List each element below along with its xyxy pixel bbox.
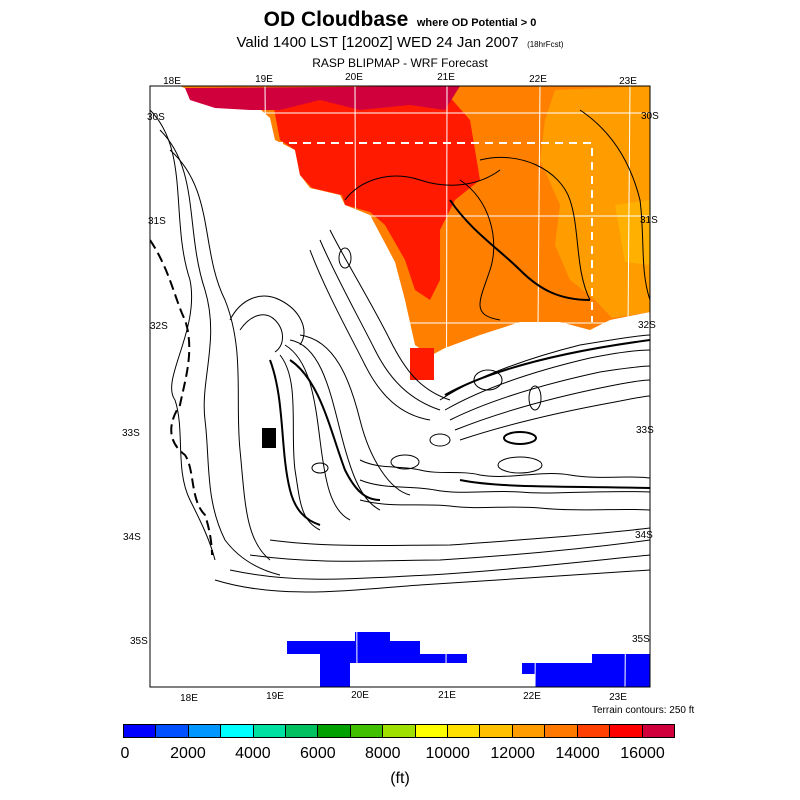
legend-swatch	[610, 725, 643, 737]
legend-label: 14000	[555, 745, 600, 762]
legend-label: 6000	[300, 745, 336, 762]
cloudbase-light-orange-region	[540, 86, 650, 318]
legend-swatch	[448, 725, 481, 737]
color-legend-bar	[123, 724, 675, 738]
left-lat-label: 34S	[123, 532, 141, 543]
top-lon-label: 21E	[437, 72, 455, 83]
legend-swatch	[318, 725, 351, 737]
legend-swatch	[156, 725, 189, 737]
bottom-lon-label: 21E	[438, 690, 456, 701]
legend-swatch	[545, 725, 578, 737]
cloudbase-crimson-region	[185, 86, 460, 110]
left-lat-label: 33S	[122, 428, 140, 439]
map-plot-area	[150, 86, 650, 687]
bottom-lon-label: 19E	[266, 691, 284, 702]
bottom-lon-label: 23E	[609, 692, 627, 703]
cloudbase-orange-patch	[410, 348, 434, 380]
left-lat-label: 35S	[130, 636, 148, 647]
bottom-lon-label: 20E	[351, 690, 369, 701]
top-lon-label: 22E	[529, 74, 547, 85]
right-lat-label: 34S	[635, 530, 653, 541]
right-lat-label: 32S	[638, 320, 656, 331]
source-line: RASP BLIPMAP - WRF Forecast	[312, 56, 488, 70]
valid-time-text: Valid 1400 LST [1200Z] WED 24 Jan 2007	[236, 34, 519, 51]
low-cloudbase-patch-southeast	[522, 654, 650, 687]
top-lon-label: 23E	[619, 76, 637, 87]
top-lon-label: 20E	[345, 72, 363, 83]
legend-label: 2000	[170, 745, 206, 762]
right-lat-label: 31S	[640, 215, 658, 226]
major-terrain-contours	[262, 199, 650, 526]
legend-swatch	[286, 725, 319, 737]
valid-time-line: Valid 1400 LST [1200Z] WED 24 Jan 2007 (…	[0, 34, 800, 52]
legend-unit: (ft)	[390, 770, 410, 787]
low-cloudbase-patch-south	[287, 632, 467, 687]
legend-swatch	[642, 725, 674, 737]
cloudbase-red-region	[270, 86, 480, 300]
bottom-lon-label: 22E	[523, 691, 541, 702]
legend-label: 16000	[620, 745, 665, 762]
legend-label: 12000	[490, 745, 535, 762]
title-text: OD Cloudbase	[263, 8, 409, 31]
forecast-hours: (18hrFcst)	[527, 40, 564, 49]
title-note: where OD Potential > 0	[416, 17, 537, 29]
legend-swatch	[221, 725, 254, 737]
top-lon-label: 18E	[163, 76, 181, 87]
legend-swatch	[415, 725, 449, 737]
left-lat-label: 32S	[150, 321, 168, 332]
legend-swatch	[188, 725, 222, 737]
legend-swatch	[577, 725, 611, 737]
coastline	[150, 239, 213, 556]
legend-label: 0	[120, 745, 130, 762]
map-title: OD Cloudbase where OD Potential > 0	[0, 8, 800, 32]
legend-swatch	[350, 725, 384, 737]
legend-swatch	[124, 725, 157, 737]
left-lat-label: 30S	[147, 112, 165, 123]
legend-swatch	[383, 725, 416, 737]
plot-frame	[149, 85, 651, 688]
lat-lon-grid	[150, 86, 650, 687]
right-lat-label: 35S	[632, 634, 650, 645]
right-lat-label: 33S	[636, 425, 654, 436]
right-lat-label: 30S	[641, 111, 659, 122]
legend-swatch	[512, 725, 546, 737]
bottom-lon-label: 18E	[180, 693, 198, 704]
legend-swatch	[480, 725, 513, 737]
terrain-contour-note: Terrain contours: 250 ft	[592, 705, 695, 716]
left-lat-label: 31S	[148, 216, 166, 227]
legend-label: 8000	[364, 745, 401, 762]
legend-label: 4000	[235, 745, 271, 762]
top-lon-label: 19E	[255, 74, 273, 85]
legend-label: 10000	[425, 745, 470, 762]
terrain-contours	[150, 109, 650, 593]
inner-domain-box	[275, 142, 593, 322]
legend-swatch	[253, 725, 287, 737]
